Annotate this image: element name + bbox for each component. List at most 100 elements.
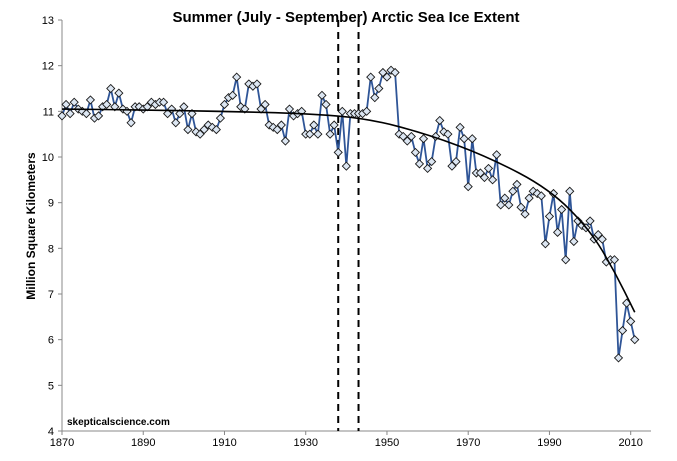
- y-tick-label: 8: [48, 243, 54, 255]
- data-point: [142, 102, 152, 112]
- data-point: [402, 136, 412, 146]
- data-point: [158, 97, 169, 107]
- data-point: [585, 216, 595, 226]
- data-point: [81, 109, 91, 119]
- data-point: [280, 136, 291, 146]
- y-tick-label: 7: [48, 289, 54, 301]
- reference-lines: [337, 20, 360, 431]
- data-point: [341, 161, 351, 171]
- data-point: [414, 159, 425, 169]
- x-tick-label: 1990: [537, 437, 561, 449]
- data-point: [260, 99, 270, 110]
- data-point: [317, 90, 327, 100]
- data-point: [276, 120, 286, 130]
- data-point: [337, 106, 347, 116]
- data-point: [110, 102, 120, 112]
- data-point: [508, 186, 518, 196]
- data-point: [284, 104, 295, 114]
- data-point: [524, 193, 534, 203]
- trendline-group: [61, 108, 636, 313]
- data-point: [418, 134, 429, 144]
- data-point: [422, 163, 433, 174]
- data-point: [228, 90, 238, 100]
- x-tick-label: 1910: [212, 437, 236, 449]
- data-point: [61, 99, 71, 110]
- data-point: [492, 150, 502, 160]
- data-point: [455, 122, 465, 132]
- data-point: [106, 83, 116, 94]
- data-point: [593, 230, 603, 240]
- y-tick-label: 10: [42, 152, 54, 164]
- data-point: [232, 72, 242, 82]
- x-tick-label: 1870: [50, 437, 74, 449]
- data-point: [483, 163, 494, 174]
- data-point: [504, 200, 514, 210]
- data-point: [544, 211, 555, 221]
- y-tick-label: 4: [48, 426, 54, 438]
- y-tick-label: 12: [42, 61, 54, 73]
- data-point: [617, 325, 628, 336]
- data-point: [329, 120, 339, 130]
- data-point: [321, 99, 331, 110]
- y-tick-label: 13: [42, 15, 54, 27]
- data-point: [390, 67, 400, 78]
- data-point: [93, 111, 104, 121]
- y-tick-label: 11: [43, 106, 54, 118]
- x-tick-label: 1890: [131, 437, 155, 449]
- data-point: [370, 93, 380, 103]
- x-tick-label: 1950: [375, 437, 399, 449]
- data-point: [609, 255, 620, 265]
- data-point: [382, 72, 392, 82]
- data-point: [325, 129, 335, 139]
- data-point: [443, 129, 453, 139]
- y-tick-label: 9: [48, 198, 54, 210]
- data-point: [552, 227, 563, 237]
- data-point: [447, 161, 457, 171]
- data-point: [613, 353, 624, 363]
- y-tick-label: 6: [48, 335, 54, 347]
- data-point: [548, 188, 559, 199]
- trendline: [61, 108, 636, 313]
- data-point: [573, 216, 583, 226]
- data-point: [211, 125, 221, 135]
- data-point: [496, 200, 506, 210]
- data-point: [626, 316, 636, 326]
- data-point: [427, 156, 437, 167]
- data-point: [378, 67, 388, 78]
- data-point: [240, 104, 250, 114]
- data-point: [512, 179, 522, 189]
- data-point: [179, 102, 189, 112]
- data-point: [69, 97, 79, 107]
- data-point: [215, 113, 226, 123]
- data-point: [305, 129, 315, 139]
- data-point: [333, 147, 343, 158]
- data-point: [366, 72, 376, 82]
- data-point: [398, 131, 408, 142]
- data-point: [85, 95, 96, 105]
- x-tick-label: 2010: [618, 437, 642, 449]
- data-point: [195, 129, 205, 139]
- data-point: [309, 120, 319, 130]
- data-point: [516, 202, 526, 212]
- data-point: [163, 109, 173, 119]
- data-point: [272, 125, 282, 135]
- data-point: [171, 118, 181, 128]
- data-point: [475, 168, 485, 178]
- data-point: [187, 109, 197, 119]
- data-point: [102, 99, 112, 110]
- x-tick-label: 1930: [293, 437, 317, 449]
- chart-title: Summer (July - September) Arctic Sea Ice…: [172, 9, 519, 26]
- data-point: [597, 234, 607, 244]
- data-point: [487, 175, 498, 185]
- data-point: [256, 104, 266, 114]
- data-point: [500, 193, 510, 203]
- data-point: [252, 79, 262, 89]
- data-point: [374, 83, 384, 94]
- data-point: [565, 186, 575, 196]
- data-point: [561, 255, 571, 265]
- data-point: [569, 236, 579, 247]
- data-point: [435, 115, 445, 126]
- data-point: [536, 191, 546, 201]
- axes: 4 5 6 7 8 9 10 11 12 13 1870 1890 1910 1930 1950 1970 19…: [42, 15, 651, 449]
